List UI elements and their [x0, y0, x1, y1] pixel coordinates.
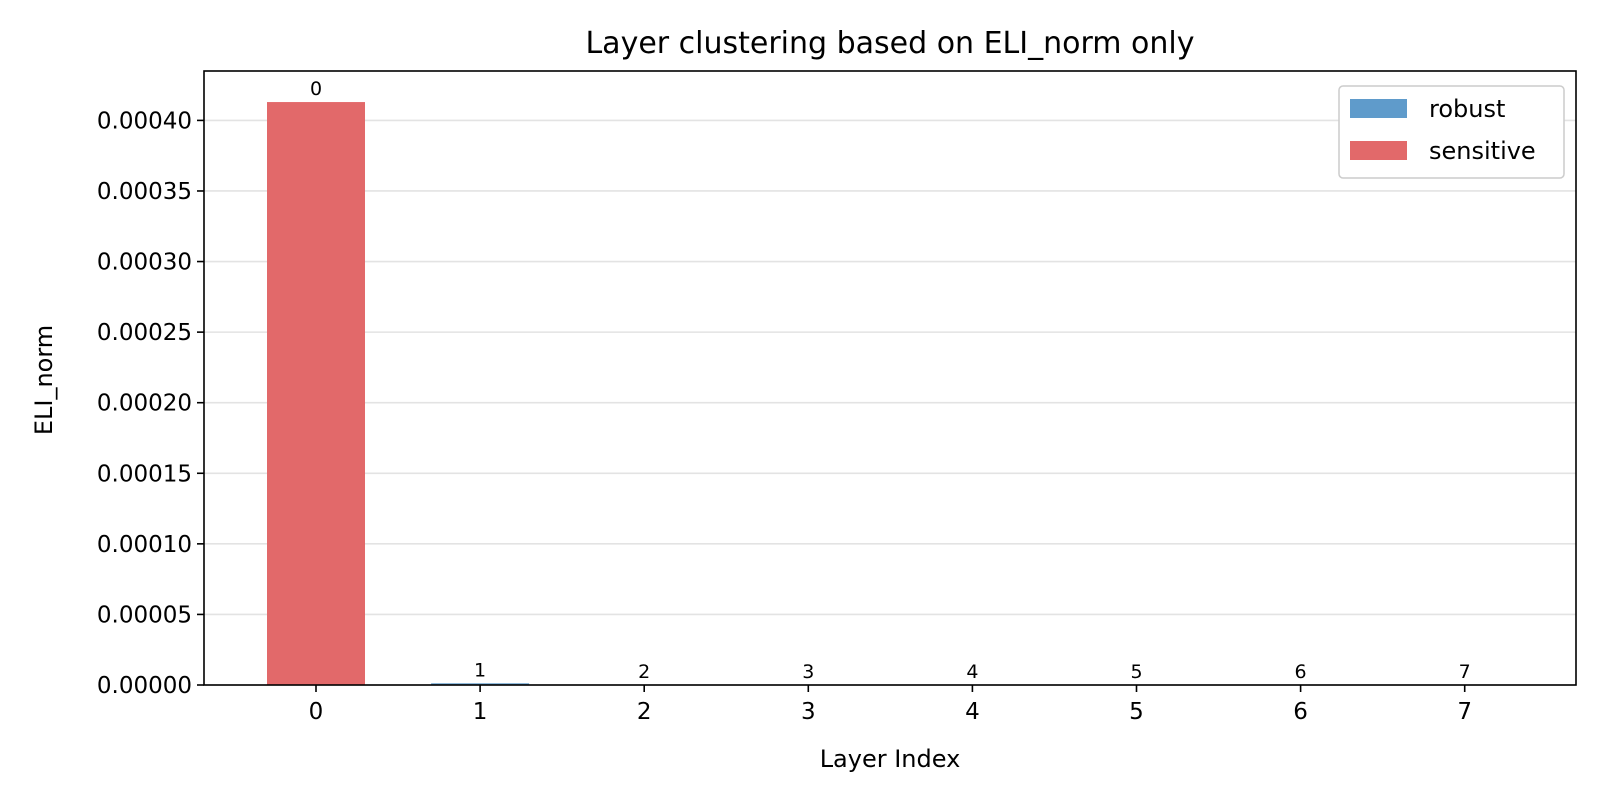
x-tick-label: 2: [637, 699, 652, 725]
grid: [204, 119, 1576, 686]
bar-value-label: 1: [474, 659, 486, 681]
bar-layer-0: [267, 102, 365, 686]
y-tick-label: 0.00030: [97, 250, 192, 276]
bar-value-label: 3: [802, 661, 814, 683]
bar-value-label: 4: [966, 661, 978, 683]
y-axis-ticks: 0.00000 0.00005 0.00010 0.00015 0.00020 0.000…: [97, 108, 204, 699]
chart-title: Layer clustering based on ELI_norm only: [585, 26, 1194, 61]
plot-frame: [203, 70, 1577, 686]
legend-label-sensitive: sensitive: [1429, 137, 1536, 165]
x-tick-label: 1: [473, 699, 488, 725]
bar-value-label: 6: [1295, 661, 1307, 683]
x-axis-ticks: 0 1 2 3 4 5 6 7: [309, 685, 1472, 725]
y-tick-label: 0.00015: [97, 461, 192, 487]
legend: robust sensitive: [1338, 85, 1565, 179]
bar-labels: 0 1 2 3 4 5 6 7: [310, 78, 1471, 683]
x-tick-label: 6: [1293, 699, 1308, 725]
y-tick-label: 0.00025: [97, 320, 192, 346]
x-tick-label: 5: [1129, 699, 1144, 725]
x-tick-label: 4: [965, 699, 980, 725]
legend-swatch-robust: [1350, 99, 1407, 118]
bar-layer-1: [431, 683, 530, 685]
x-axis-label: Layer Index: [820, 745, 961, 773]
y-tick-label: 0.00005: [97, 602, 192, 628]
bars: [267, 102, 1514, 686]
x-tick-label: 3: [801, 699, 816, 725]
bar-value-label: 7: [1459, 661, 1471, 683]
bar-value-label: 0: [310, 78, 322, 100]
bar-value-label: 5: [1130, 661, 1142, 683]
y-tick-label: 0.00010: [97, 532, 192, 558]
bar-value-label: 2: [638, 661, 650, 683]
y-tick-label: 0.00000: [97, 673, 192, 699]
legend-label-robust: robust: [1429, 95, 1505, 123]
y-tick-label: 0.00020: [97, 391, 192, 417]
legend-swatch-sensitive: [1350, 141, 1407, 160]
y-tick-label: 0.00035: [97, 179, 192, 205]
y-tick-label: 0.00040: [97, 108, 192, 134]
x-tick-label: 0: [309, 699, 324, 725]
x-tick-label: 7: [1457, 699, 1472, 725]
y-axis-label: ELI_norm: [30, 325, 58, 435]
